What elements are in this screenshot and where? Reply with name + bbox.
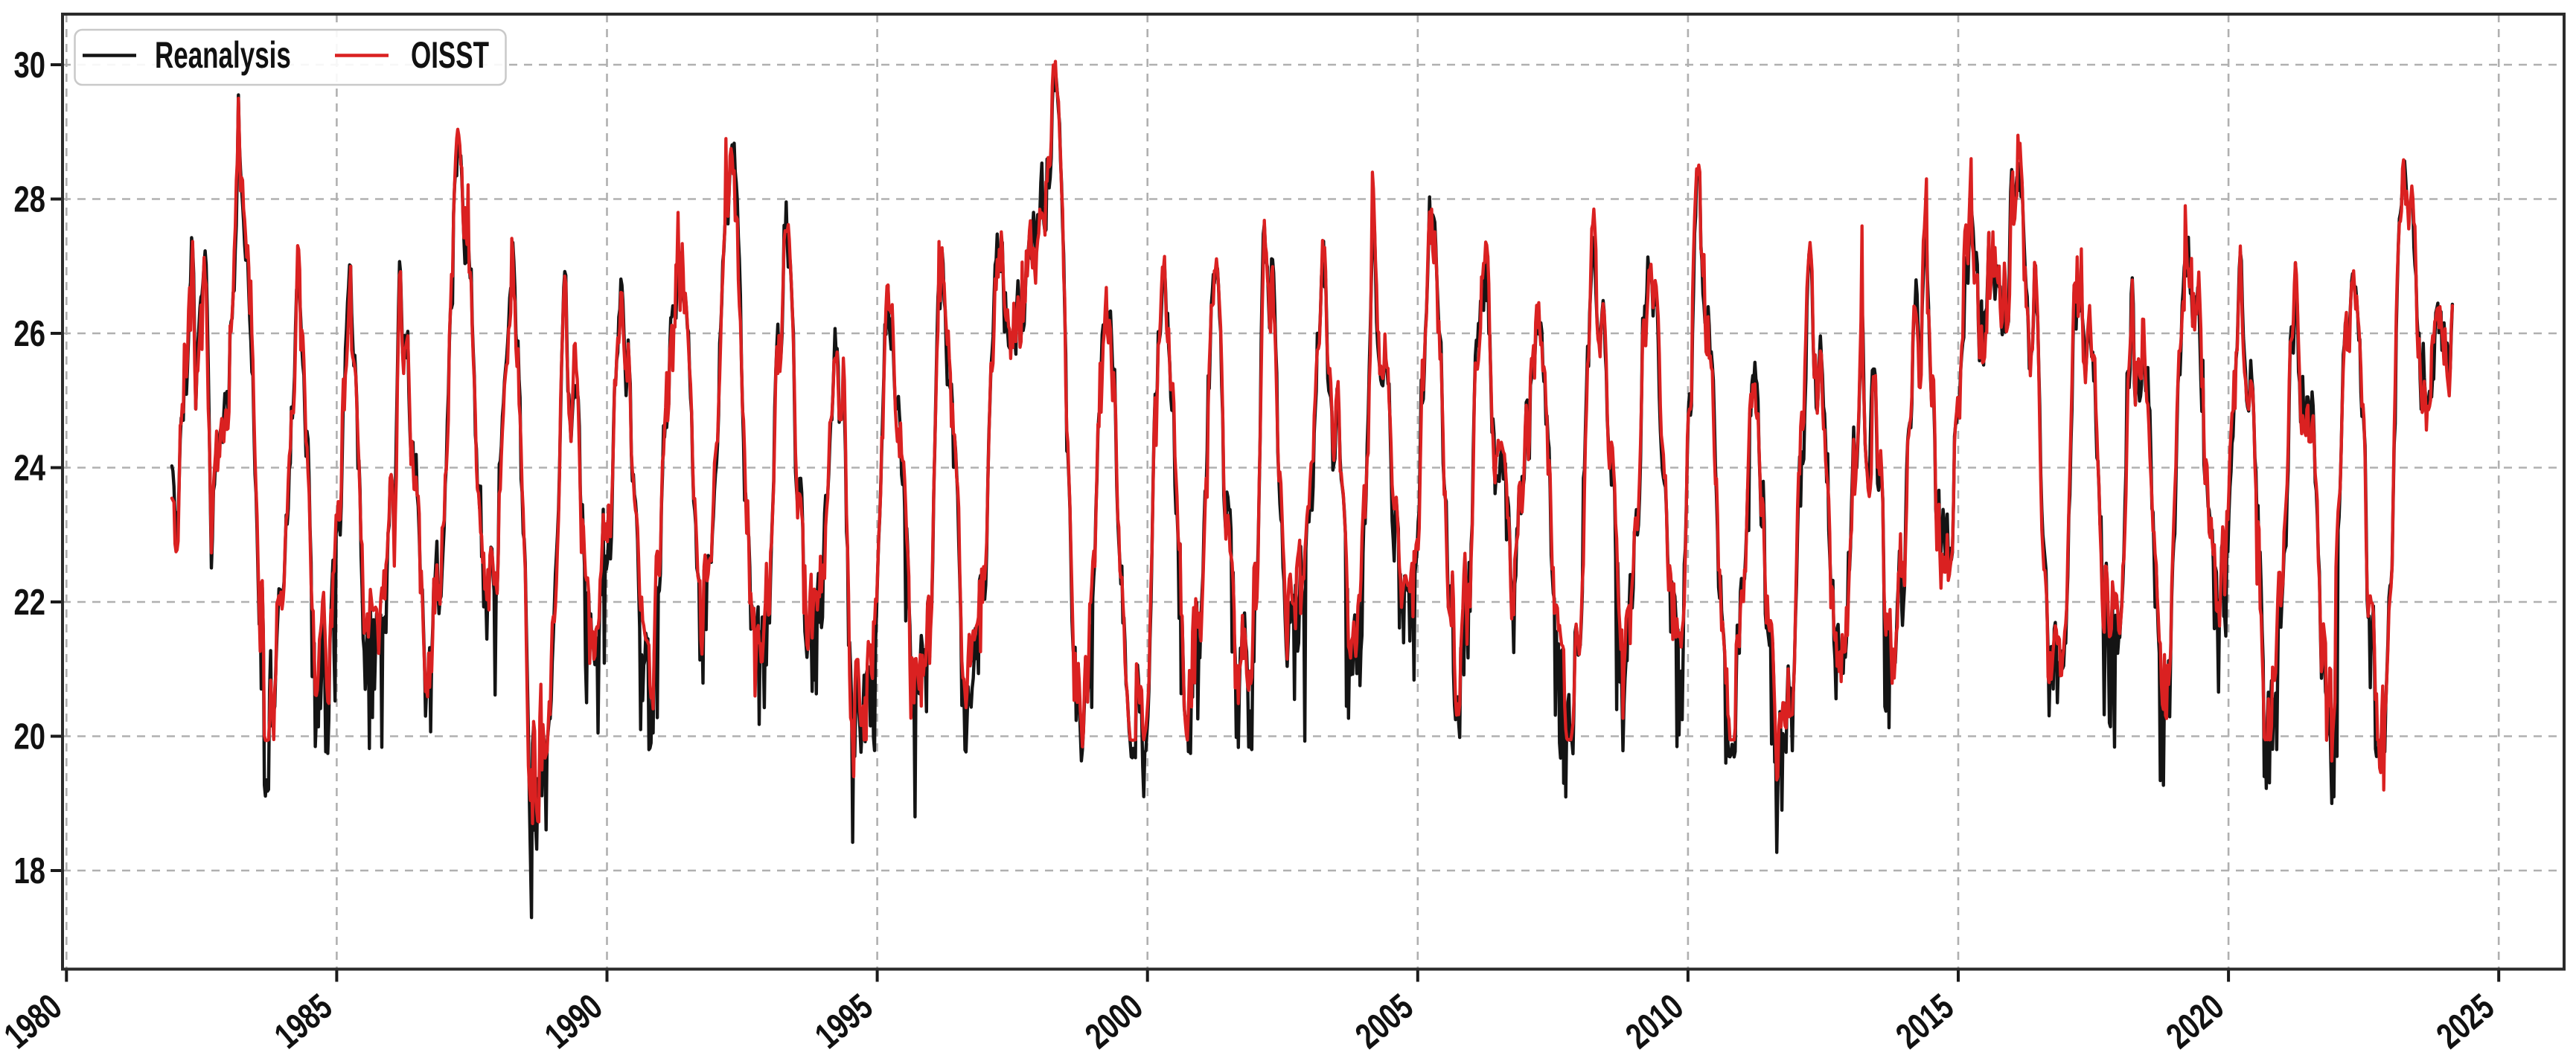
svg-text:26: 26	[13, 314, 45, 355]
svg-text:18: 18	[13, 851, 45, 892]
svg-text:Reanalysis: Reanalysis	[155, 35, 291, 77]
svg-text:24: 24	[13, 448, 45, 489]
svg-text:OISST: OISST	[411, 35, 489, 77]
svg-text:30: 30	[13, 45, 45, 86]
svg-text:20: 20	[13, 717, 45, 757]
svg-text:28: 28	[13, 179, 45, 220]
svg-text:22: 22	[13, 583, 45, 624]
